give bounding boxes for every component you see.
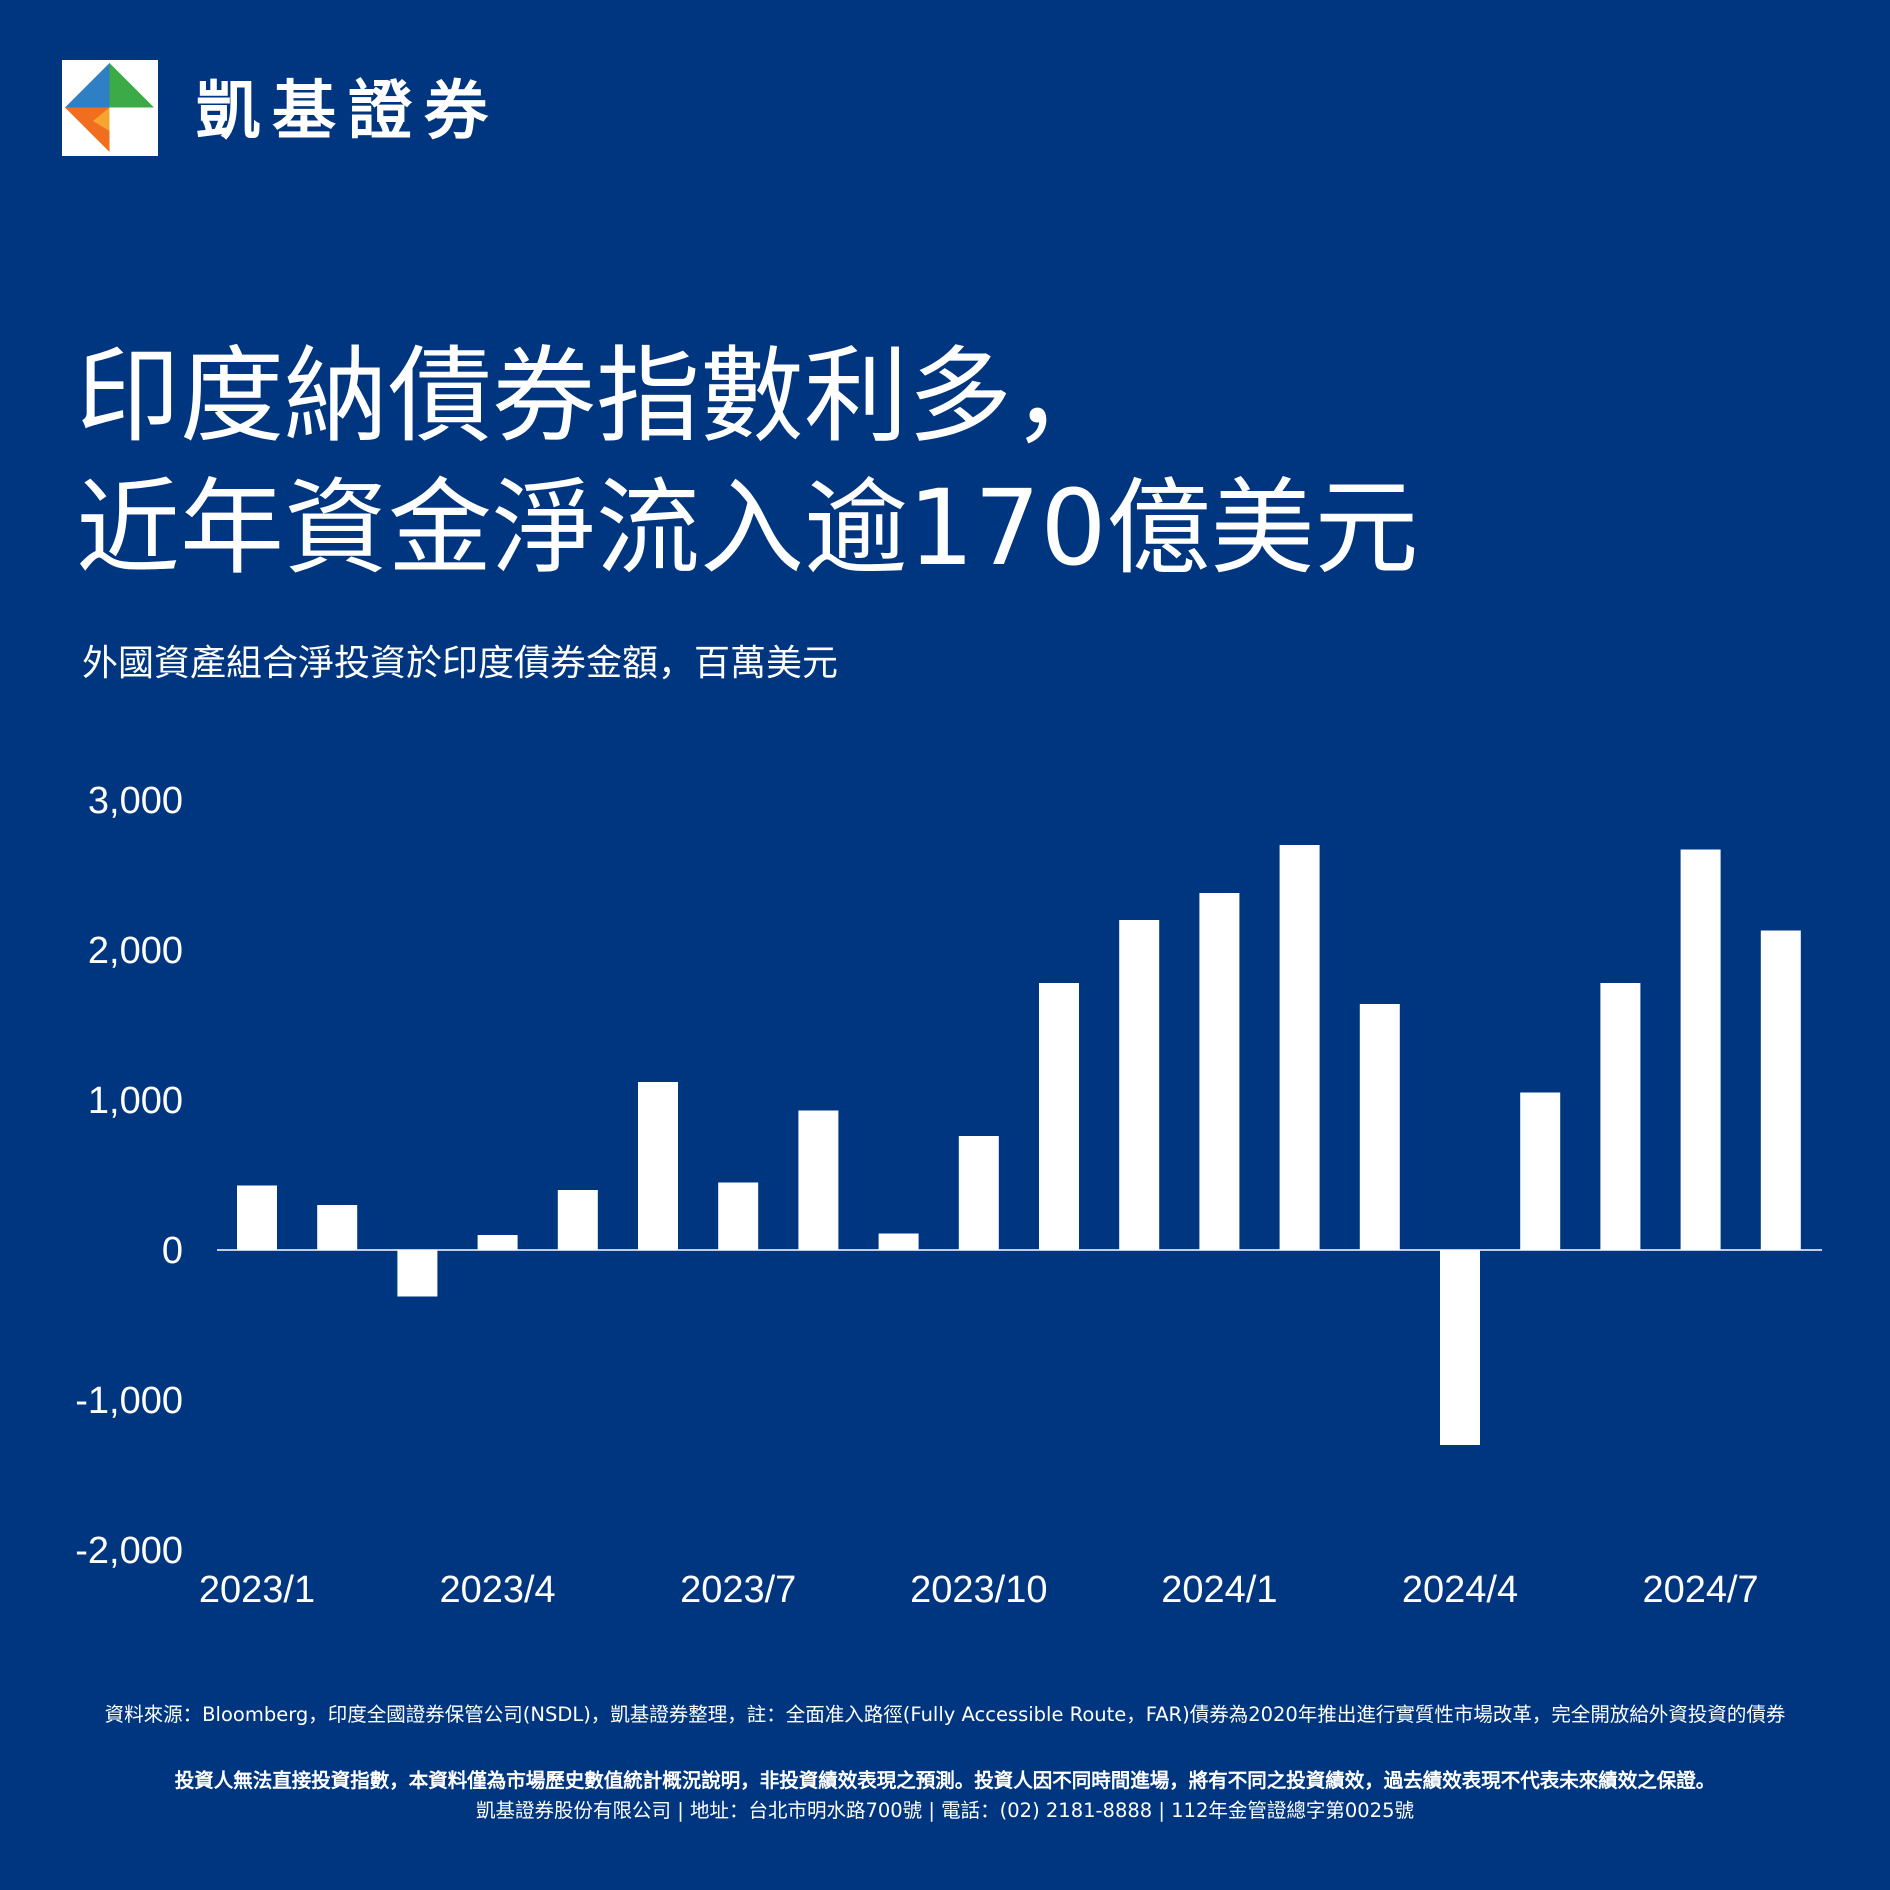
bar-2023-9 xyxy=(878,1233,919,1250)
bar-2023-6 xyxy=(638,1082,678,1250)
kgi-diamond-logo-icon xyxy=(62,60,158,156)
y-tick-label: 0 xyxy=(162,1230,183,1272)
bar-2023-3 xyxy=(397,1250,438,1297)
bar-2023-7 xyxy=(718,1182,759,1250)
y-tick-label: 2,000 xyxy=(88,930,183,972)
headline: 印度納債券指數利多， 近年資金淨流入逾170億美元 xyxy=(76,330,1419,594)
bar-2024-7 xyxy=(1680,849,1721,1250)
chart-subtitle: 外國資產組合淨投資於印度債券金額，百萬美元 xyxy=(82,643,839,684)
x-tick-label: 2023/10 xyxy=(910,1569,1047,1611)
bar-2024-3 xyxy=(1359,1004,1400,1250)
company-info: 凱基證券股份有限公司 | 地址：台北市明水路700號 | 電話：(02) 218… xyxy=(476,1799,1414,1822)
bar-2023-5 xyxy=(557,1190,598,1250)
bar-2023-4 xyxy=(477,1235,518,1250)
bar-2023-12 xyxy=(1119,920,1160,1250)
x-tick-label: 2023/1 xyxy=(199,1569,315,1611)
logo-mark xyxy=(63,61,156,154)
disclaimer: 投資人無法直接投資指數，本資料僅為市場歷史數值統計概況說明，非投資績效表現之預測… xyxy=(174,1769,1716,1792)
bar-2024-1 xyxy=(1199,893,1240,1250)
bar-2024-6 xyxy=(1600,983,1641,1250)
bar-2023-10 xyxy=(958,1136,999,1250)
x-tick-label: 2024/1 xyxy=(1161,1569,1277,1611)
bar-2023-11 xyxy=(1039,983,1079,1250)
x-tick-label: 2024/7 xyxy=(1642,1569,1758,1611)
bar-2024-5 xyxy=(1520,1092,1561,1250)
y-tick-label: -2,000 xyxy=(75,1530,183,1572)
headline-line-2: 近年資金淨流入逾170億美元 xyxy=(76,467,1419,589)
bar-2024-8 xyxy=(1760,930,1801,1250)
bar-2023-2 xyxy=(317,1205,358,1250)
bar-2023-8 xyxy=(798,1110,839,1250)
x-tick-label: 2023/4 xyxy=(439,1569,555,1611)
headline-line-1: 印度納債券指數利多， xyxy=(76,335,1117,457)
bar-2023-1 xyxy=(237,1185,277,1250)
y-tick-label: 1,000 xyxy=(88,1080,183,1122)
bar-2024-4 xyxy=(1440,1250,1480,1445)
y-tick-label: -1,000 xyxy=(75,1380,183,1422)
brand-name: 凱基證券 xyxy=(196,75,500,149)
x-tick-label: 2023/7 xyxy=(680,1569,796,1611)
y-tick-label: 3,000 xyxy=(88,780,183,822)
bar-chart: 3,000 2,000 1,000 0 -1,000 -2,000 2023/1 2023/4… xyxy=(75,780,1822,1611)
x-tick-label: 2024/4 xyxy=(1402,1569,1518,1611)
bar-2024-2 xyxy=(1279,845,1320,1250)
source-note: 資料來源：Bloomberg，印度全國證券保管公司(NSDL)，凱基證券整理，註… xyxy=(104,1703,1786,1726)
